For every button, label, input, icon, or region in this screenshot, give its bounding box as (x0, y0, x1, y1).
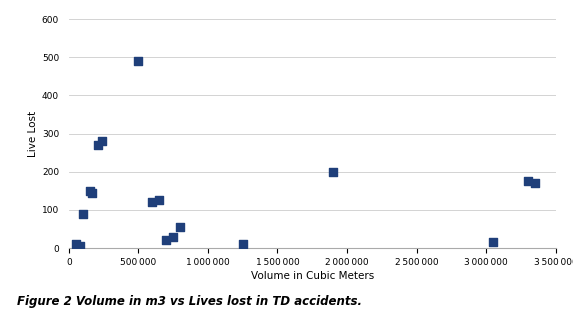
Point (175, 225, 185, 230)
Point (489, 240, 498, 245)
Point (523, 179, 532, 184)
X-axis label: Volume in Cubic Meters: Volume in Cubic Meters (250, 271, 374, 281)
Point (88, 190, 97, 195)
Point (97, 139, 107, 144)
Point (531, 181, 540, 186)
Point (162, 238, 171, 243)
Point (93, 142, 103, 148)
Text: Figure 2 Volume in m3 vs Lives lost in TD accidents.: Figure 2 Volume in m3 vs Lives lost in T… (17, 295, 362, 308)
Point (134, 59, 143, 64)
Point (78, 211, 87, 216)
Point (75, 244, 84, 249)
Point (168, 234, 178, 239)
Point (238, 242, 248, 247)
Point (148, 200, 157, 205)
Point (71, 242, 80, 247)
Point (85, 188, 94, 193)
Point (155, 198, 164, 203)
Point (328, 169, 337, 174)
Y-axis label: Live Lost: Live Lost (28, 110, 38, 157)
